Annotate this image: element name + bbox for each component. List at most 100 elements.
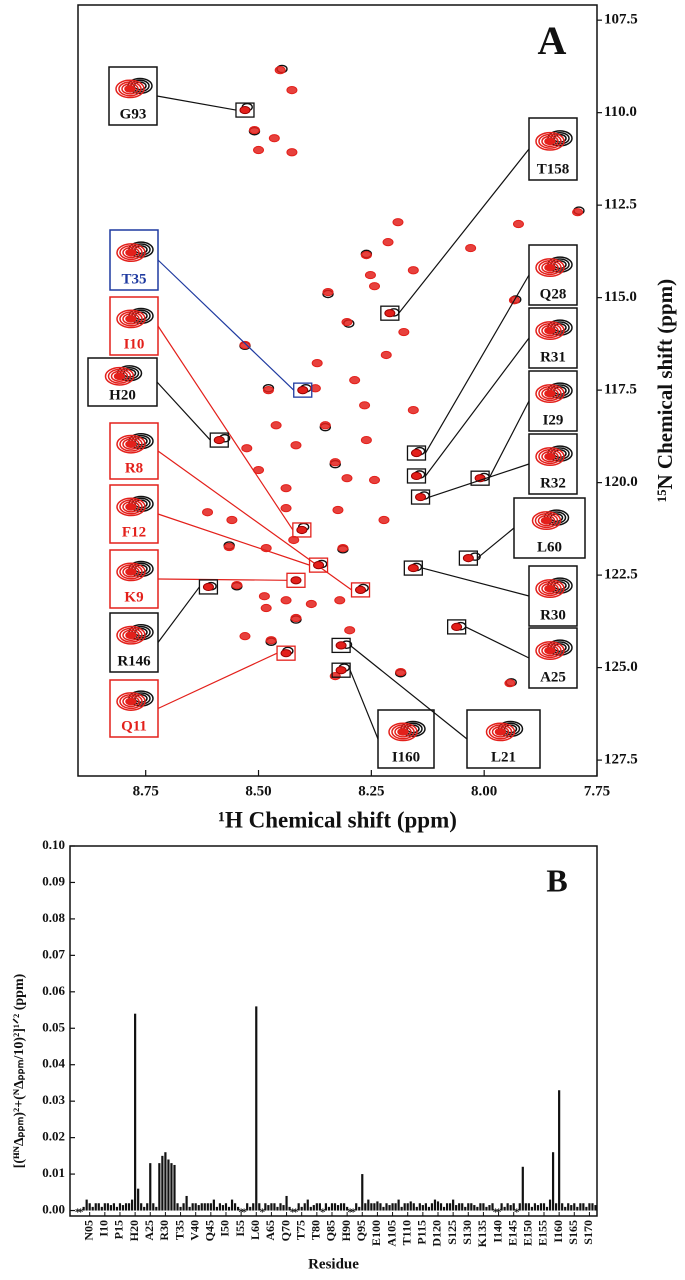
leader-line bbox=[157, 259, 295, 391]
x-tick-label: T75 bbox=[293, 1220, 307, 1240]
inset-label: I29 bbox=[543, 412, 564, 428]
y-tick-label: 127.5 bbox=[604, 752, 638, 768]
inset-box bbox=[528, 433, 578, 495]
bar bbox=[100, 1206, 103, 1211]
y-tick-label: 0.10 bbox=[42, 837, 65, 852]
bar bbox=[343, 1203, 346, 1211]
inset-contour bbox=[119, 245, 143, 261]
bar bbox=[170, 1163, 173, 1211]
inset-contour bbox=[116, 434, 146, 454]
bar bbox=[285, 1195, 288, 1211]
peak bbox=[262, 386, 274, 395]
bar bbox=[542, 1203, 546, 1211]
bar bbox=[382, 1206, 385, 1211]
labeled-peak bbox=[335, 641, 347, 650]
inset-contour bbox=[540, 516, 553, 525]
bar bbox=[458, 1203, 461, 1211]
peak-box bbox=[458, 550, 479, 566]
inset-contour bbox=[541, 135, 559, 148]
missing-marker: * bbox=[238, 1207, 244, 1219]
y-tick-label: 0.07 bbox=[42, 946, 65, 961]
inset-box bbox=[528, 307, 578, 369]
bar bbox=[233, 1203, 237, 1211]
x-tick-label: I10 bbox=[97, 1220, 111, 1237]
inset-contour bbox=[541, 644, 559, 657]
peak bbox=[280, 504, 292, 513]
peak bbox=[286, 85, 298, 95]
bar bbox=[255, 1006, 258, 1211]
x-tick-label: P15 bbox=[112, 1220, 126, 1239]
bar bbox=[412, 1203, 415, 1211]
bar bbox=[221, 1205, 225, 1211]
inset-contour bbox=[544, 452, 556, 461]
x-tick-label: Q95 bbox=[354, 1220, 368, 1241]
labeled-peak bbox=[335, 666, 347, 675]
y-tick-label: 112.5 bbox=[604, 197, 637, 213]
inset-contour bbox=[113, 372, 126, 381]
y-tick-label: 0.02 bbox=[42, 1129, 65, 1144]
x-axis-label: Residue bbox=[308, 1256, 359, 1272]
bar bbox=[582, 1203, 585, 1211]
inset-box bbox=[528, 627, 578, 689]
bar bbox=[140, 1203, 143, 1211]
inset-contour bbox=[535, 258, 565, 278]
bar bbox=[212, 1199, 215, 1211]
inset-contour bbox=[125, 631, 137, 640]
leader-line bbox=[488, 400, 530, 479]
inset-contour bbox=[535, 447, 565, 467]
peak bbox=[265, 636, 277, 645]
bar bbox=[467, 1203, 470, 1211]
peak bbox=[360, 435, 372, 445]
y-tick-label: 0.05 bbox=[42, 1019, 65, 1034]
peak-box bbox=[406, 445, 427, 461]
bar bbox=[500, 1203, 503, 1211]
bar bbox=[300, 1206, 303, 1211]
peak bbox=[369, 282, 381, 291]
inset-contour bbox=[541, 582, 559, 595]
inset-box bbox=[513, 497, 586, 559]
bar bbox=[591, 1203, 594, 1211]
peak bbox=[359, 401, 371, 410]
inset-contour bbox=[538, 386, 562, 402]
bar bbox=[488, 1205, 491, 1211]
inset-contour bbox=[119, 564, 143, 580]
bar bbox=[388, 1205, 391, 1211]
bar bbox=[109, 1205, 112, 1211]
plot-frame bbox=[69, 845, 598, 1217]
labeled-peak bbox=[415, 492, 427, 502]
bar bbox=[336, 1205, 340, 1211]
bar bbox=[258, 1203, 261, 1211]
bar bbox=[112, 1203, 116, 1211]
x-tick-label: I50 bbox=[218, 1220, 232, 1237]
leader-line bbox=[424, 337, 530, 477]
peak bbox=[290, 613, 302, 623]
bar bbox=[439, 1203, 443, 1211]
y-tick-label: 110.0 bbox=[604, 104, 637, 120]
peak bbox=[465, 243, 477, 253]
bar bbox=[415, 1206, 418, 1211]
inset-contour bbox=[397, 728, 409, 736]
missing-marker: * bbox=[260, 1207, 266, 1219]
peak bbox=[341, 474, 353, 483]
peak bbox=[407, 406, 419, 415]
bar bbox=[588, 1203, 591, 1211]
bar bbox=[264, 1203, 267, 1211]
inset-box bbox=[528, 370, 578, 432]
bar bbox=[85, 1199, 88, 1211]
bar bbox=[421, 1205, 424, 1211]
bar bbox=[585, 1206, 588, 1211]
bar bbox=[176, 1203, 179, 1211]
missing-marker: * bbox=[347, 1207, 353, 1219]
inset-contour bbox=[115, 79, 145, 99]
inset-contour bbox=[104, 366, 135, 386]
bar bbox=[442, 1206, 446, 1211]
bar bbox=[303, 1203, 306, 1211]
bar bbox=[94, 1203, 97, 1211]
peak-box bbox=[286, 572, 306, 588]
bar bbox=[276, 1206, 279, 1211]
bar bbox=[355, 1203, 358, 1211]
bar bbox=[394, 1203, 397, 1211]
bar bbox=[227, 1206, 231, 1211]
x-tick-label: D120 bbox=[430, 1220, 444, 1247]
